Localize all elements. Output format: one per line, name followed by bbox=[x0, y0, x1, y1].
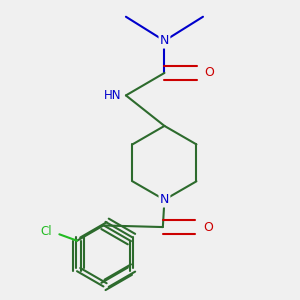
Text: O: O bbox=[205, 66, 214, 80]
Text: N: N bbox=[160, 193, 169, 206]
Text: Cl: Cl bbox=[41, 225, 52, 238]
Text: HN: HN bbox=[104, 89, 122, 102]
Text: N: N bbox=[160, 34, 169, 47]
Text: O: O bbox=[203, 220, 213, 234]
